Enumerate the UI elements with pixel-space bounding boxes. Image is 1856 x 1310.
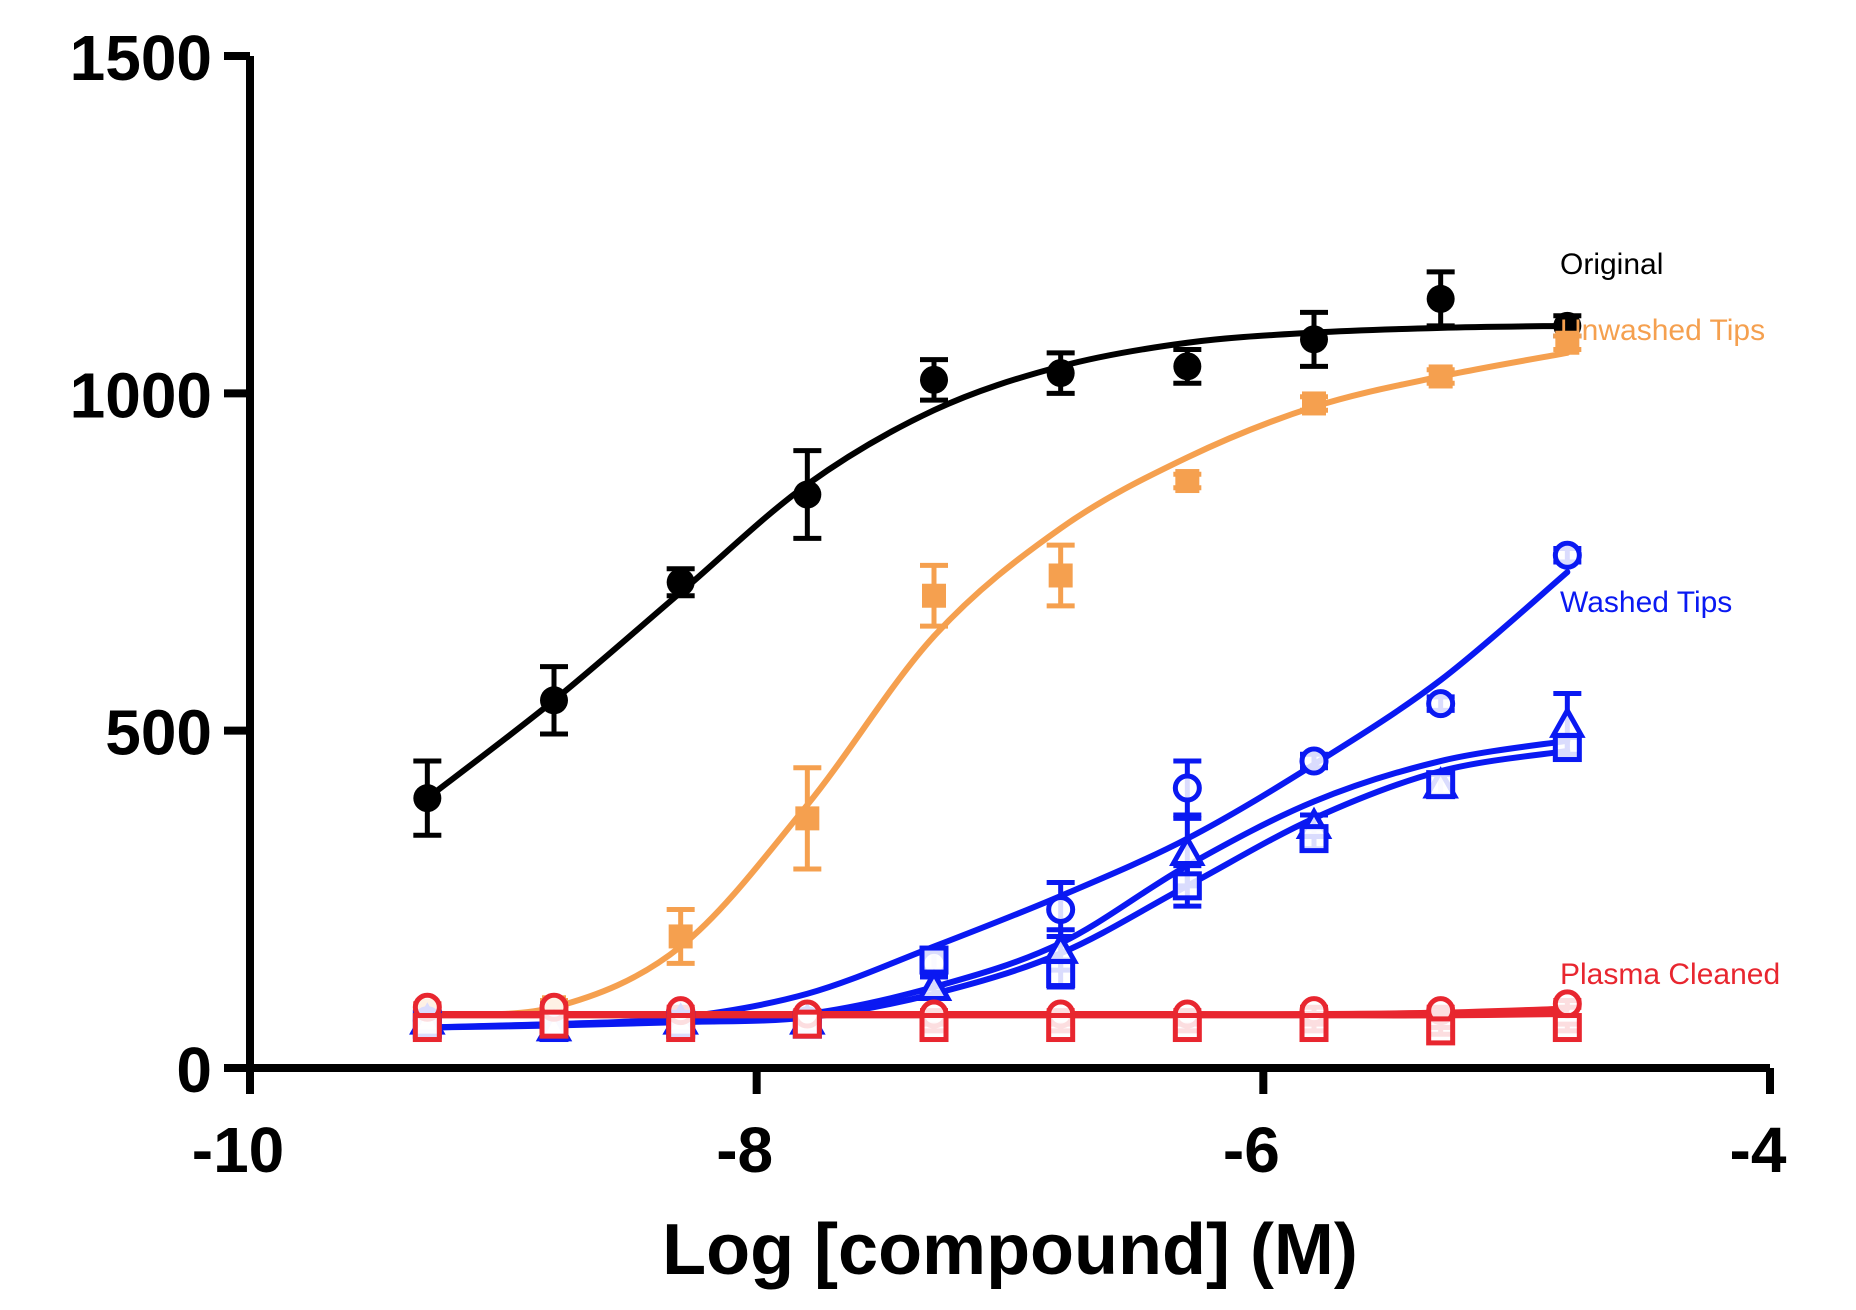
data-point: [1169, 833, 1206, 867]
data-point: [919, 945, 949, 975]
data-point: [919, 1013, 949, 1043]
data-point: [1426, 689, 1456, 719]
data-point: [792, 1009, 822, 1039]
data-point: [1428, 364, 1453, 389]
data-point: [1172, 871, 1202, 901]
data-point: [920, 365, 948, 394]
data-point: [1302, 391, 1326, 416]
fit-curve: [424, 569, 1571, 1031]
y-axis-ticks: 0 500 1000 1500: [70, 22, 250, 1106]
data-point: [1172, 773, 1202, 803]
fit-curves: [424, 322, 1571, 1031]
y-tick-label: 0: [176, 1034, 212, 1106]
fit-curve: [424, 322, 1571, 802]
data-point: [1046, 959, 1076, 989]
data-point: [1172, 1013, 1202, 1043]
data-points: [409, 284, 1586, 1046]
data-point: [539, 1009, 569, 1039]
data-point: [1552, 1013, 1582, 1043]
data-point: [1300, 325, 1328, 354]
data-point: [793, 480, 822, 509]
data-point: [1552, 540, 1582, 570]
data-point: [1426, 284, 1455, 313]
data-point: [1299, 824, 1329, 854]
legend-label: Unwashed Tips: [1560, 314, 1765, 347]
data-point: [1552, 733, 1582, 763]
data-point: [412, 1013, 442, 1043]
data-point: [1552, 989, 1582, 1019]
data-point: [666, 1013, 696, 1043]
legend: Original Unwashed Tips Washed Tips Plasma C…: [1560, 248, 1780, 991]
data-point: [1555, 330, 1580, 355]
fit-curve: [424, 747, 1571, 1031]
x-tick-label: -8: [716, 1114, 773, 1186]
data-point: [1046, 359, 1075, 388]
data-point: [413, 784, 442, 813]
data-point: [1046, 1013, 1076, 1043]
legend-label: Original: [1560, 248, 1663, 281]
data-point: [1048, 563, 1073, 588]
y-tick-label: 1000: [70, 359, 212, 431]
data-point: [668, 924, 693, 949]
axes: -10 -8 -6 -4 0 500 1000 1500 Log [compound] (M…: [70, 22, 1787, 1290]
x-tick-label: -4: [1730, 1114, 1787, 1186]
y-tick-label: 1500: [70, 22, 212, 94]
data-point: [1426, 770, 1456, 800]
data-point: [1299, 1013, 1329, 1043]
data-point: [795, 806, 820, 831]
data-point: [1046, 894, 1076, 924]
data-point: [1175, 469, 1200, 494]
data-point: [922, 583, 946, 608]
data-point: [1173, 352, 1202, 381]
x-tick-label: -10: [192, 1114, 285, 1186]
data-point: [915, 968, 953, 1001]
legend-label: Washed Tips: [1560, 586, 1732, 619]
fit-curve: [424, 1011, 1571, 1019]
x-axis-title: Log [compound] (M): [662, 1210, 1358, 1290]
data-point: [540, 686, 568, 715]
y-tick-label: 500: [105, 697, 212, 769]
fit-curve: [424, 349, 1571, 1018]
data-point: [1299, 746, 1329, 776]
x-axis-ticks: -10 -8 -6 -4: [192, 1068, 1787, 1186]
data-point: [666, 568, 695, 597]
data-point: [1549, 705, 1586, 738]
data-point: [1426, 1016, 1456, 1046]
x-tick-label: -6: [1223, 1114, 1280, 1186]
legend-label: Plasma Cleaned: [1560, 958, 1780, 991]
